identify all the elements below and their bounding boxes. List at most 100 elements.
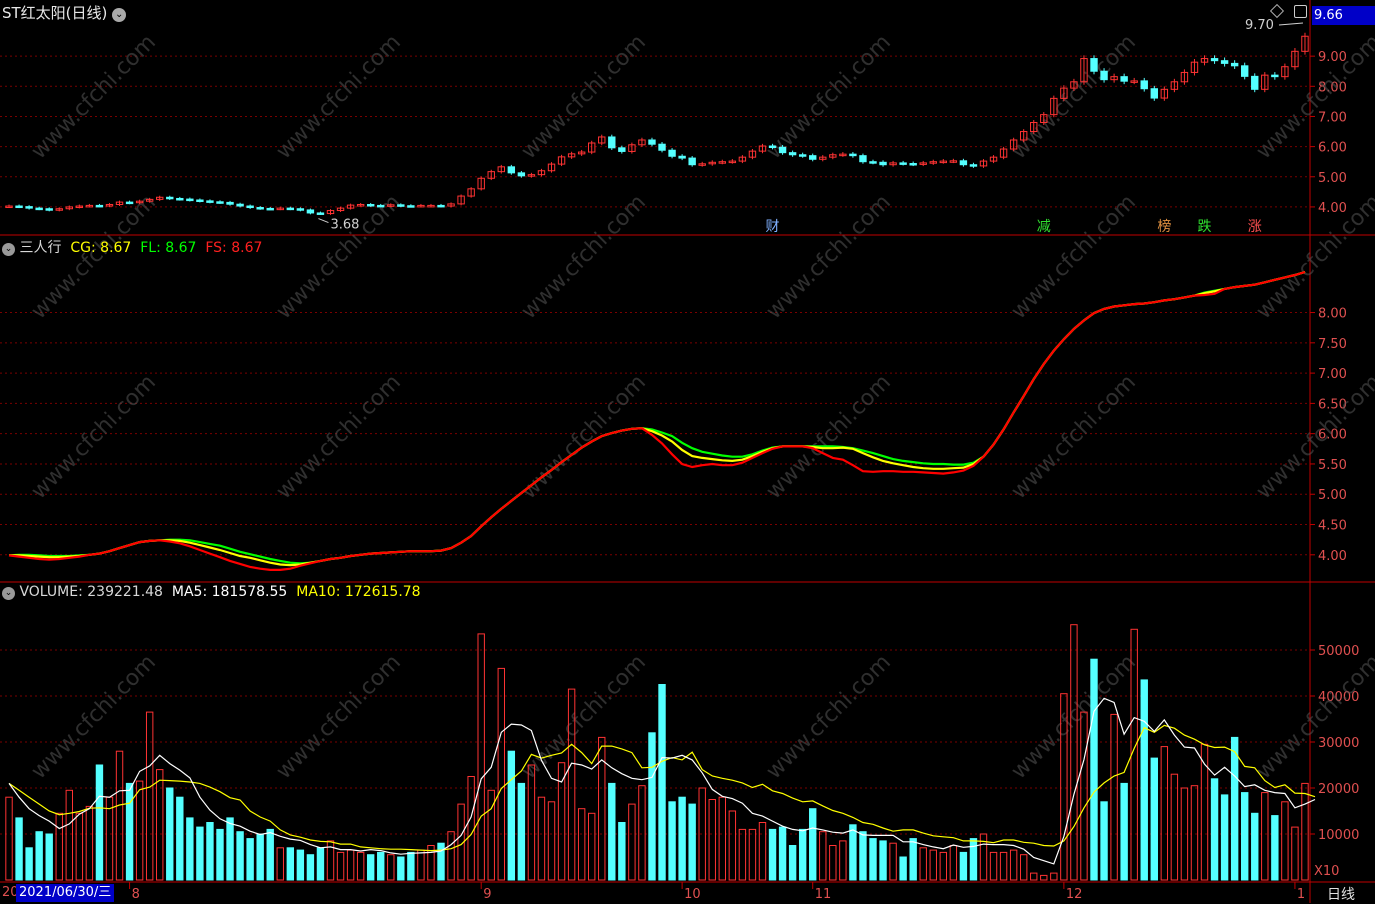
event-marker[interactable]: 跌 — [1198, 219, 1212, 235]
volume-bar — [979, 833, 988, 881]
candle-body — [447, 203, 455, 207]
candle-body — [1050, 97, 1058, 116]
candle-body — [387, 204, 395, 207]
volume-bar — [166, 787, 174, 881]
watermark-text: www.cfchi.com — [517, 650, 651, 784]
candle-body — [919, 162, 927, 165]
candle-body — [216, 201, 224, 204]
volume-bar — [316, 847, 325, 881]
event-marker[interactable]: 减 — [1037, 219, 1051, 235]
volume-bar — [1160, 746, 1169, 881]
event-marker[interactable]: 涨 — [1248, 219, 1262, 235]
x-tick-label: 1 — [1297, 887, 1305, 902]
volume-bar — [226, 817, 234, 881]
candle-body — [1220, 60, 1229, 64]
ma5-label: MA5: — [171, 584, 212, 600]
volume-bar — [869, 838, 877, 881]
volume-bar — [1090, 658, 1098, 881]
volume-bar — [1100, 801, 1108, 881]
volume-bar — [1251, 812, 1259, 881]
window-toggle-icon[interactable] — [1294, 5, 1307, 18]
period-label[interactable]: 日线 — [1327, 887, 1355, 903]
volume-bar — [326, 840, 335, 881]
last-price-badge: 9.66 — [1312, 6, 1375, 25]
candle-body — [35, 207, 43, 211]
volume-bar — [788, 845, 797, 881]
price-tick-label: 9.00 — [1318, 50, 1347, 65]
watermark-text: www.cfchi.com — [517, 190, 651, 324]
candle-body — [1180, 71, 1189, 83]
dropdown-icon[interactable]: ⌄ — [112, 8, 127, 22]
candle-body — [869, 161, 877, 164]
fl-label: FL: — [140, 240, 166, 256]
volume-bar — [648, 732, 656, 881]
candle-body — [266, 207, 274, 211]
candle-body — [176, 197, 184, 201]
event-marker[interactable]: 榜 — [1157, 218, 1171, 235]
volume-bar — [989, 851, 998, 881]
price-tick-label: 7.00 — [1318, 110, 1347, 125]
candle-body — [186, 198, 194, 202]
volume-bar — [1009, 849, 1018, 881]
volume-bar — [738, 828, 747, 881]
candle-body — [1120, 76, 1128, 82]
volume-bar — [577, 808, 586, 881]
volume-bar — [115, 750, 124, 881]
indicator-tick-label: 6.50 — [1318, 397, 1347, 412]
candle-body — [407, 205, 415, 208]
watermark-text: www.cfchi.com — [27, 650, 161, 784]
candle-body — [819, 156, 827, 160]
candle-body — [105, 204, 114, 207]
candle-body — [748, 150, 757, 158]
candle-body — [798, 154, 807, 157]
candle-body — [527, 174, 536, 177]
candle-body — [286, 207, 295, 211]
x-tick-label: 12 — [1066, 887, 1083, 902]
watermark-text: www.cfchi.com — [1252, 370, 1375, 504]
volume-tick-label: 10000 — [1318, 828, 1359, 843]
candle-body — [708, 161, 716, 165]
volume-bar — [999, 851, 1008, 881]
volume-bar — [176, 796, 184, 881]
candle-body — [1230, 62, 1239, 67]
candle-body — [768, 145, 777, 149]
candle-body — [467, 188, 475, 197]
candle-body — [296, 208, 305, 211]
stock-title[interactable]: ST红太阳(日线) ⌄ — [2, 2, 127, 23]
volume-bar — [929, 849, 937, 881]
volume-bar — [618, 822, 626, 881]
candle-body — [125, 201, 134, 205]
volume-bar — [547, 801, 556, 881]
candle-body — [1271, 74, 1279, 78]
volume-bar — [417, 849, 425, 881]
candle-body — [1291, 50, 1299, 68]
ma10-label: MA10: — [296, 584, 345, 600]
candle-body — [477, 177, 485, 190]
candle-body — [999, 148, 1008, 158]
volume-bar — [819, 831, 827, 881]
candle-body — [969, 164, 978, 167]
volume-bar — [849, 824, 857, 881]
watermark-text: www.cfchi.com — [1007, 190, 1141, 324]
volume-bar — [748, 828, 757, 881]
volume-bar — [527, 764, 536, 881]
volume-bar — [537, 796, 546, 881]
collapse-icon[interactable]: ⌄ — [2, 243, 15, 256]
candle-body — [537, 170, 546, 176]
volume-bar — [668, 801, 676, 881]
volume-bar — [1190, 785, 1199, 881]
collapse-icon[interactable]: ⌄ — [2, 587, 15, 600]
volume-bar — [387, 854, 395, 881]
high-price-annotation: 9.70 — [1245, 18, 1274, 33]
volume-bar — [407, 851, 415, 881]
volume-bar — [1070, 624, 1078, 881]
ma10-value: 172615.78 — [344, 584, 421, 600]
volume-bar — [196, 826, 204, 881]
volume-bar — [125, 782, 134, 881]
watermark-text: www.cfchi.com — [272, 370, 406, 504]
volume-bar — [236, 831, 244, 881]
event-marker[interactable]: 财 — [766, 219, 780, 235]
volume-bar — [1210, 778, 1219, 881]
candle-body — [1019, 131, 1028, 141]
